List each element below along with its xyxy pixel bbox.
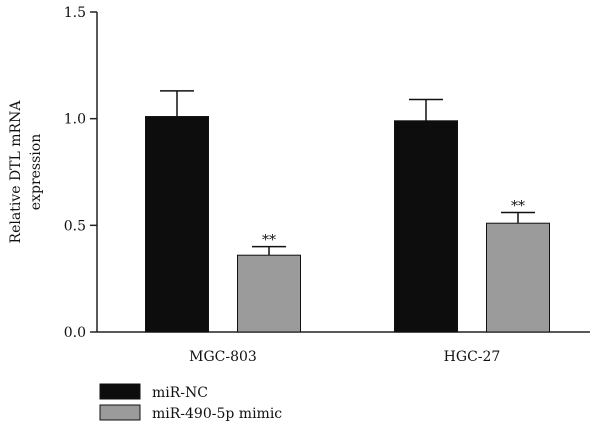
y-tick-label: 1.0 xyxy=(64,112,86,128)
legend-label: miR-490-5p mimic xyxy=(152,406,282,422)
x-tick-label: MGC-803 xyxy=(189,349,257,365)
bar xyxy=(486,222,550,333)
plot-area: 0.0 0.5 1.0 1.5 ** MGC-803 ** HGC-27 xyxy=(64,5,590,365)
bar xyxy=(145,116,209,333)
y-axis-label-line-1: Relative DTL mRNA xyxy=(8,100,24,244)
y-tick-label: 0.5 xyxy=(64,218,86,234)
y-axis-label-line-2: expression xyxy=(28,134,44,210)
legend-swatch xyxy=(99,404,141,421)
y-tick-label: 0.0 xyxy=(64,325,86,341)
legend: miR-NC miR-490-5p mimic xyxy=(99,383,282,422)
x-tick-label: HGC-27 xyxy=(444,349,501,365)
y-axis-label: Relative DTL mRNA expression xyxy=(8,100,44,244)
significance-label: ** xyxy=(511,199,525,215)
bar xyxy=(394,120,458,333)
legend-swatch xyxy=(99,383,141,400)
significance-label: ** xyxy=(262,233,276,249)
y-tick-label: 1.5 xyxy=(64,5,86,21)
bar xyxy=(237,254,301,333)
legend-label: miR-NC xyxy=(152,385,208,401)
